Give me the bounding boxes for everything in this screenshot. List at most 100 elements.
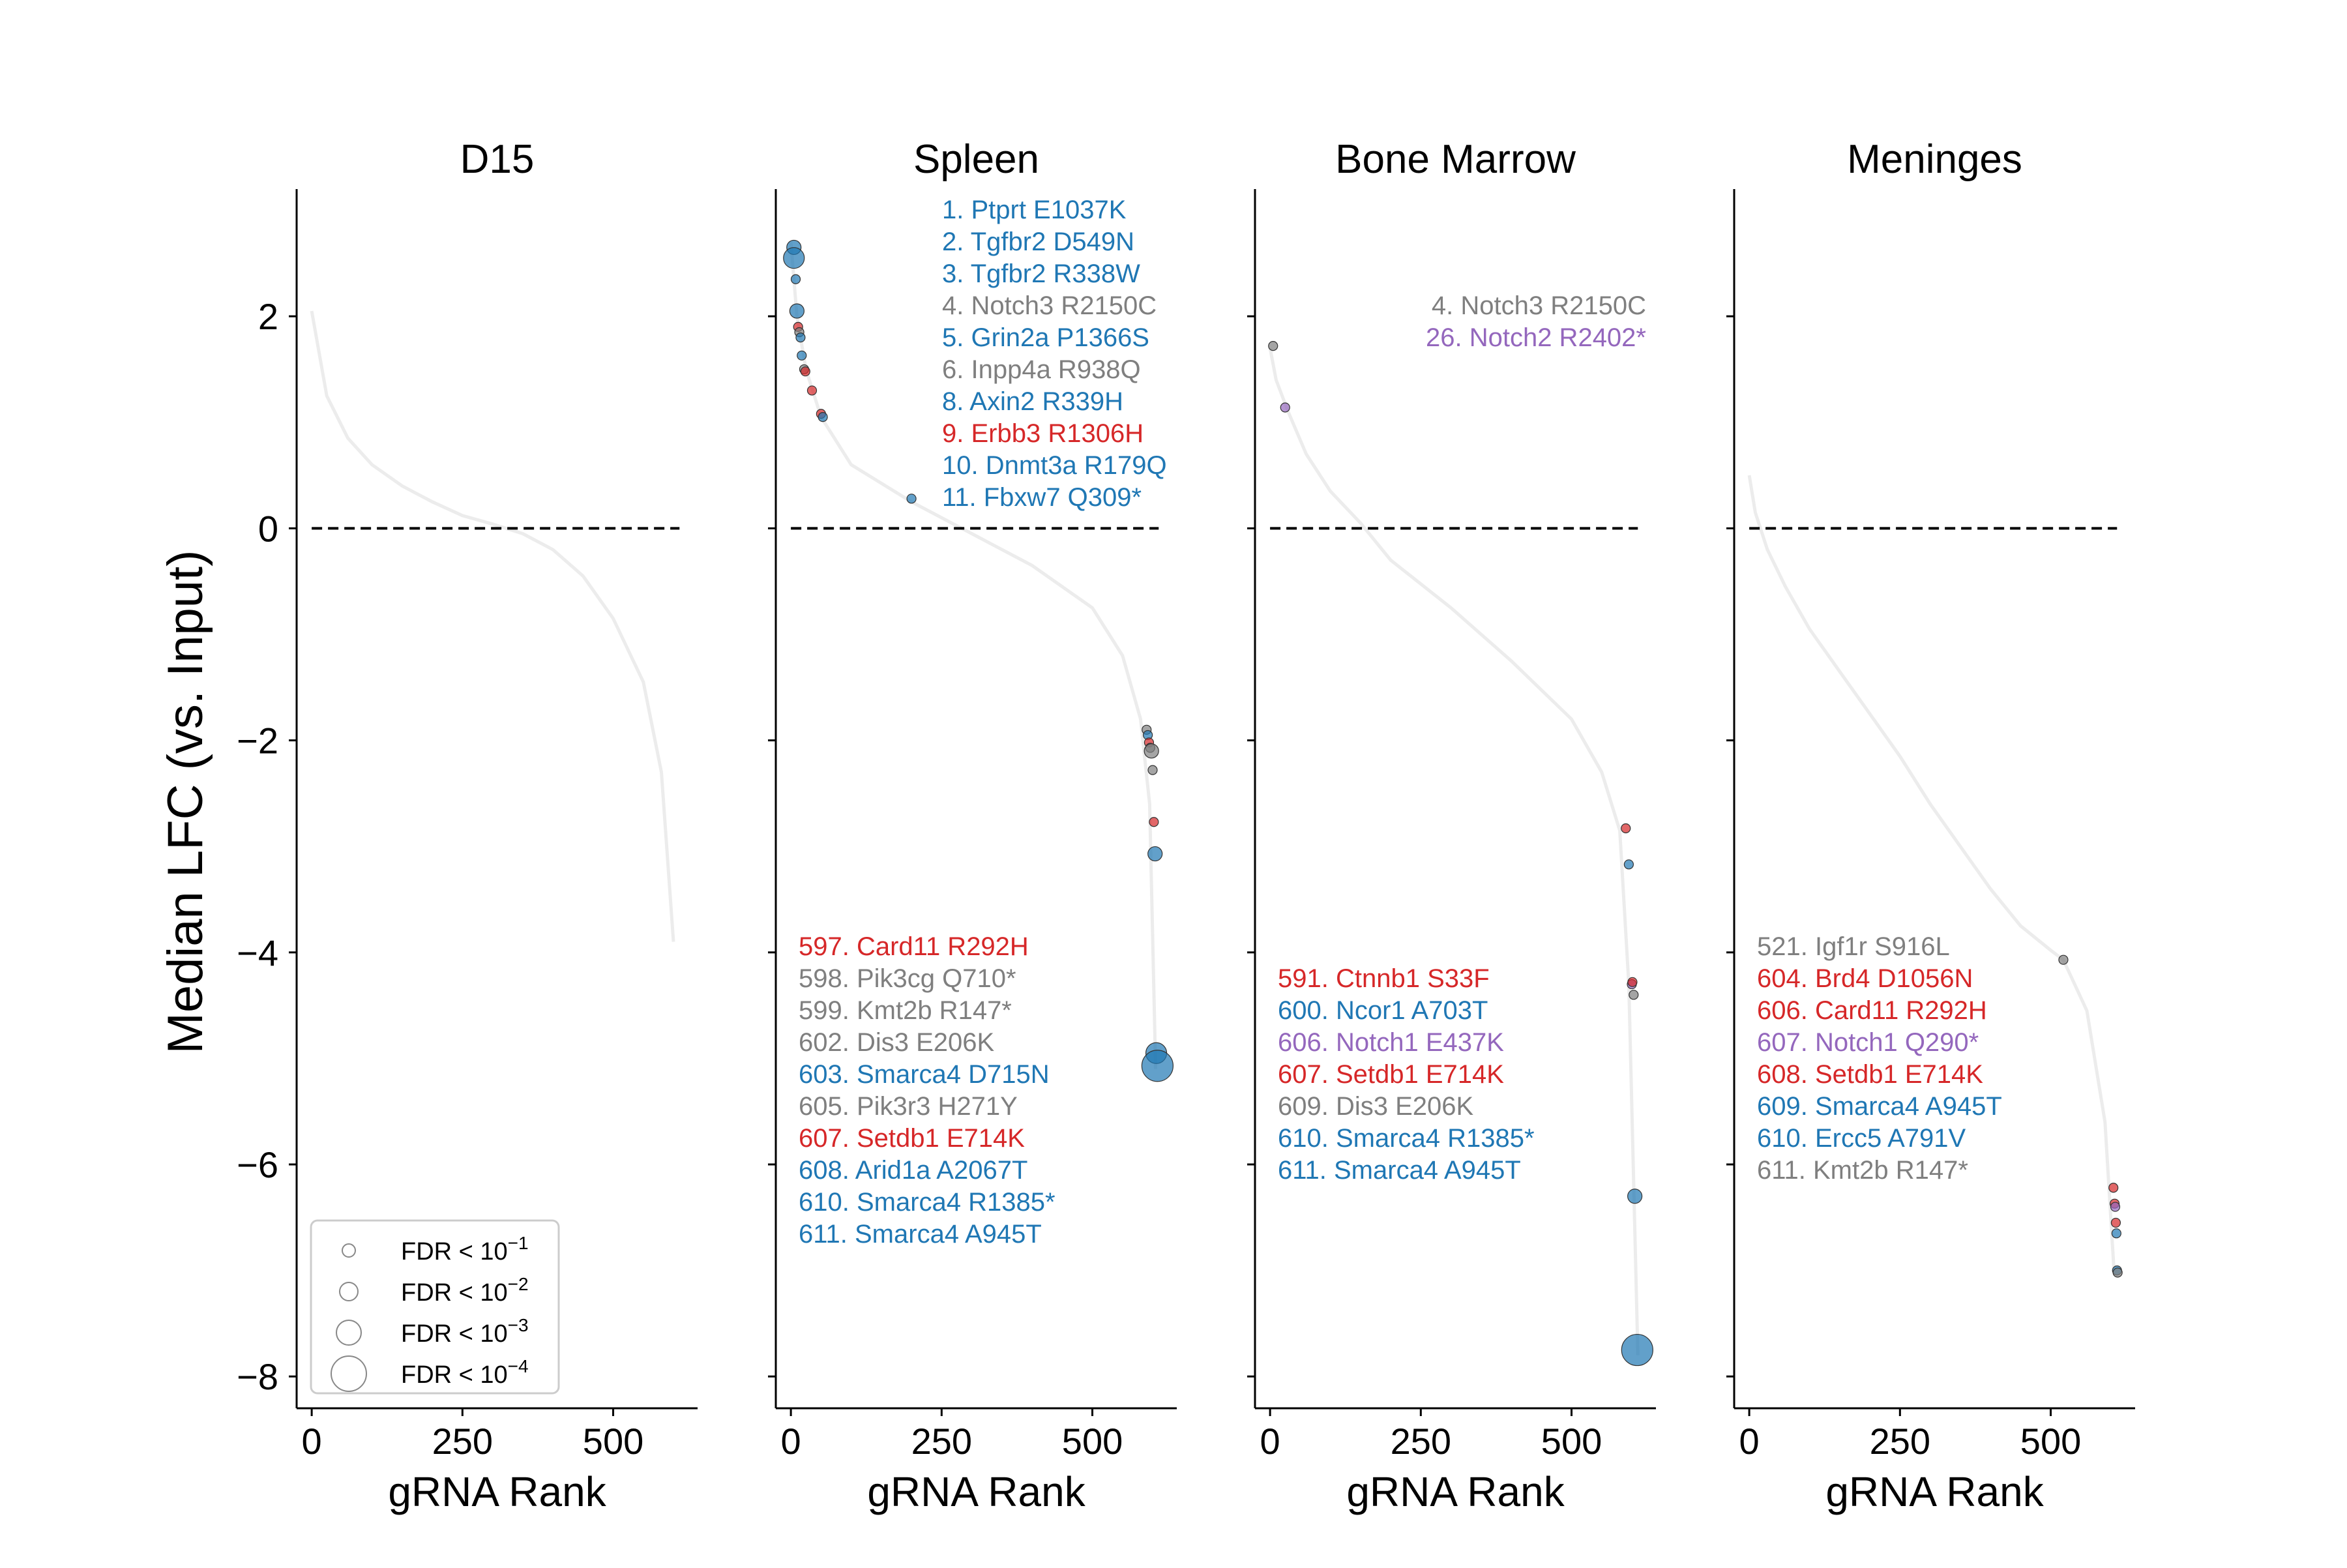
gene-label: 6. Inpp4a R938Q <box>942 355 1141 384</box>
legend-entry: FDR < 10−2 <box>401 1274 529 1307</box>
panel-title: Meninges <box>1847 137 2022 182</box>
data-point <box>1627 977 1638 987</box>
legend-marker <box>342 1243 356 1258</box>
legend-box <box>310 1219 560 1395</box>
data-point <box>1144 743 1159 759</box>
x-axis-label: gRNA Rank <box>1825 1468 2044 1515</box>
gene-label: 606. Card11 R292H <box>1757 996 1987 1025</box>
data-point <box>806 385 818 396</box>
x-tick-label: 500 <box>2020 1421 2081 1462</box>
legend-marker <box>331 1355 367 1392</box>
data-point <box>1147 846 1163 862</box>
rank-curve <box>1268 348 1640 1355</box>
panel-bone-marrow: Bone Marrow 0 250 500 gRNA Rank 4. Notch3 R21… <box>1247 137 1656 1515</box>
x-axis-label: gRNA Rank <box>1346 1468 1565 1515</box>
gene-label: 600. Ncor1 A703T <box>1278 996 1488 1025</box>
gene-label: 591. Ctnnb1 S33F <box>1278 964 1490 993</box>
data-point <box>797 350 807 361</box>
data-point <box>1268 341 1278 351</box>
gene-label: 611. Smarca4 A945T <box>799 1220 1042 1249</box>
data-point <box>795 333 806 343</box>
x-tick-label: 250 <box>1391 1421 1451 1462</box>
legend-entry: FDR < 10−4 <box>401 1356 529 1389</box>
gene-label: 610. Smarca4 R1385* <box>1278 1124 1535 1153</box>
x-tick-label: 500 <box>1062 1421 1123 1462</box>
gene-label: 607. Setdb1 E714K <box>1278 1060 1504 1089</box>
x-tick-label: 250 <box>432 1421 493 1462</box>
y-axis-label: Median LFC (vs. Input) <box>158 550 213 1054</box>
gene-label: 5. Grin2a P1366S <box>942 323 1149 352</box>
data-point <box>2111 1228 2121 1239</box>
gene-label: 610. Ercc5 A791V <box>1757 1124 1966 1153</box>
data-point <box>1621 823 1631 834</box>
x-tick-label: 0 <box>1260 1421 1280 1462</box>
data-point <box>790 274 801 284</box>
legend-entry: FDR < 10−1 <box>401 1233 529 1265</box>
data-point <box>1627 1189 1643 1204</box>
data-point <box>1621 1333 1653 1367</box>
gene-label: 608. Setdb1 E714K <box>1757 1060 1983 1089</box>
gene-label: 2. Tgfbr2 D549N <box>942 228 1134 256</box>
x-tick-label: 500 <box>1541 1421 1602 1462</box>
y-tick-label: −6 <box>237 1144 278 1185</box>
x-axis-label: gRNA Rank <box>388 1468 606 1515</box>
gene-label: 8. Axin2 R339H <box>942 387 1123 416</box>
rank-curve <box>1747 475 2116 1271</box>
y-tick-label: −4 <box>237 932 278 973</box>
gene-label: 607. Setdb1 E714K <box>799 1124 1025 1153</box>
panel-title: Spleen <box>913 137 1039 182</box>
gene-label: 607. Notch1 Q290* <box>1757 1028 1979 1057</box>
gene-label: 4. Notch3 R2150C <box>942 291 1157 320</box>
data-point <box>1280 402 1290 413</box>
data-point <box>800 366 810 377</box>
data-point <box>1141 1050 1174 1082</box>
x-tick-label: 250 <box>911 1421 972 1462</box>
y-tick-label: −2 <box>237 720 278 762</box>
fdr-legend: FDR < 10−1 FDR < 10−2 FDR < 10−3 FDR < 10−4 <box>310 1219 560 1395</box>
data-point <box>906 494 917 504</box>
data-point <box>2110 1202 2121 1212</box>
gene-label: 609. Smarca4 A945T <box>1757 1092 2002 1121</box>
data-point <box>2110 1217 2121 1228</box>
gene-label: 11. Fbxw7 Q309* <box>942 483 1142 512</box>
panel-title: Bone Marrow <box>1335 137 1576 182</box>
x-tick-label: 0 <box>781 1421 801 1462</box>
gene-label: 597. Card11 R292H <box>799 932 1029 961</box>
data-point <box>1149 817 1159 827</box>
gene-label: 521. Igf1r S916L <box>1757 932 1950 961</box>
x-tick-label: 250 <box>1870 1421 1930 1462</box>
gene-label: 26. Notch2 R2402* <box>1426 323 1646 352</box>
gene-label: 1. Ptprt E1037K <box>942 196 1127 224</box>
gene-label: 605. Pik3r3 H271Y <box>799 1092 1018 1121</box>
gene-label: 611. Kmt2b R147* <box>1757 1156 1968 1185</box>
gene-label: 611. Smarca4 A945T <box>1278 1156 1521 1185</box>
data-point <box>1629 990 1639 1000</box>
y-tick-label: 2 <box>258 296 278 337</box>
data-point <box>789 303 804 319</box>
x-tick-label: 0 <box>1739 1421 1760 1462</box>
legend-entry: FDR < 10−3 <box>401 1315 529 1348</box>
gene-label: 604. Brd4 D1056N <box>1757 964 1973 993</box>
gene-label: 598. Pik3cg Q710* <box>799 964 1016 993</box>
gene-label: 10. Dnmt3a R179Q <box>942 451 1167 480</box>
data-point <box>1147 765 1158 775</box>
gene-label: 4. Notch3 R2150C <box>1432 291 1646 320</box>
data-point <box>2108 1183 2119 1193</box>
gene-label: 9. Erbb3 R1306H <box>942 419 1144 448</box>
gene-label: 602. Dis3 E206K <box>799 1028 995 1057</box>
gene-label: 609. Dis3 E206K <box>1278 1092 1474 1121</box>
legend-marker <box>339 1282 359 1301</box>
y-tick-label: −8 <box>237 1356 278 1397</box>
data-point <box>2112 1267 2123 1278</box>
x-axis-label: gRNA Rank <box>867 1468 1085 1515</box>
gene-label: 599. Kmt2b R147* <box>799 996 1012 1025</box>
gene-label: 606. Notch1 E437K <box>1278 1028 1504 1057</box>
data-point <box>818 412 828 422</box>
panel-meninges: Meninges 0 250 500 gRNA Rank 521. Igf1r S916L… <box>1726 137 2135 1515</box>
rank-curve <box>310 310 675 942</box>
x-tick-label: 0 <box>302 1421 322 1462</box>
